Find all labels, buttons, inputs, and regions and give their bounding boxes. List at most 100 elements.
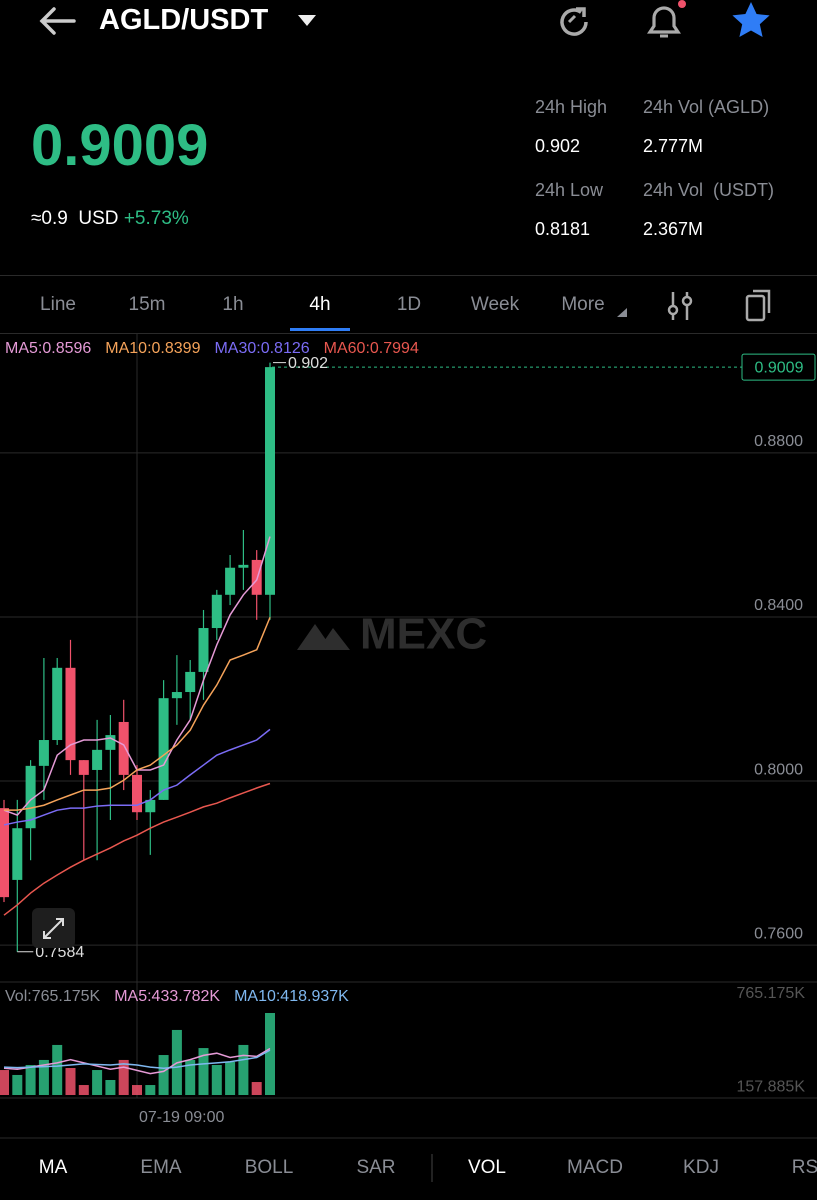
candle-body bbox=[132, 774, 142, 813]
volume-bar bbox=[12, 1074, 23, 1095]
interval-tab[interactable]: 1h bbox=[222, 294, 244, 315]
interval-tab[interactable]: 4h bbox=[309, 294, 331, 315]
candle-body bbox=[38, 740, 49, 766]
pair-dropdown[interactable] bbox=[296, 12, 318, 28]
volume-bar bbox=[38, 1059, 49, 1095]
candle-body bbox=[251, 559, 262, 595]
divider bbox=[0, 275, 817, 276]
candle-body bbox=[211, 594, 222, 629]
ma-legend-item: MA10:0.8399 bbox=[105, 340, 201, 357]
settings-icon[interactable] bbox=[666, 290, 694, 322]
volume-tick-label: 157.885K bbox=[736, 1078, 805, 1095]
dropdown-caret bbox=[617, 308, 627, 317]
last-price-label: 0.9009 bbox=[755, 359, 804, 376]
volume-bar bbox=[225, 1061, 236, 1095]
volume-bar bbox=[78, 1085, 89, 1095]
volume-bar bbox=[132, 1085, 142, 1095]
volume-bar bbox=[25, 1064, 36, 1095]
indicator-tab[interactable]: KDJ bbox=[683, 1157, 719, 1178]
y-tick-label: 0.8400 bbox=[754, 597, 803, 614]
ma-line bbox=[4, 617, 271, 811]
volume-bar bbox=[238, 1044, 249, 1095]
indicator-tab[interactable]: VOL bbox=[467, 1157, 507, 1178]
candle-body bbox=[25, 765, 36, 829]
candle-body bbox=[238, 564, 249, 568]
y-tick-label: 0.7600 bbox=[754, 925, 803, 942]
ma-line bbox=[3, 1049, 271, 1069]
volume-bar bbox=[118, 1059, 129, 1095]
layout-icon[interactable] bbox=[744, 288, 774, 322]
candle-body bbox=[158, 698, 169, 800]
max-label: 0.902 bbox=[288, 355, 328, 372]
ma-line bbox=[3, 782, 271, 916]
refresh-icon[interactable] bbox=[556, 4, 592, 40]
price-fiat: ≈0.9 USD +5.73% bbox=[31, 208, 189, 230]
volume-bar bbox=[265, 1013, 275, 1095]
volume-legend-item: MA10:418.937K bbox=[234, 988, 349, 1005]
indicator-tab[interactable]: MA bbox=[38, 1157, 68, 1178]
fullscreen-button[interactable] bbox=[32, 908, 75, 948]
candle-body bbox=[0, 808, 9, 898]
volume-bar bbox=[65, 1067, 76, 1095]
candle-body bbox=[171, 692, 182, 699]
interval-tab[interactable]: Line bbox=[40, 294, 76, 315]
indicator-tab[interactable]: SAR bbox=[356, 1157, 396, 1178]
interval-tabs: Line 15m 1h 4h 1D Week More bbox=[0, 276, 817, 333]
stat-value: 2.367M bbox=[643, 219, 704, 239]
volume-bar bbox=[158, 1055, 169, 1095]
stat-value: 0.8181 bbox=[535, 219, 591, 239]
favorite-icon[interactable] bbox=[730, 0, 772, 42]
volume-bar bbox=[92, 1070, 103, 1095]
active-tab-indicator bbox=[290, 328, 350, 331]
watermark-logo bbox=[297, 624, 350, 650]
candle-body bbox=[265, 367, 275, 595]
indicator-tab[interactable]: MACD bbox=[567, 1157, 623, 1178]
alert-icon[interactable] bbox=[642, 0, 688, 42]
indicator-tab[interactable]: RS bbox=[791, 1157, 817, 1178]
min-label: 0.7584 bbox=[35, 944, 84, 961]
candle-body bbox=[52, 667, 63, 741]
approx-price: ≈0.9 bbox=[31, 208, 68, 229]
stat-value: 0.902 bbox=[535, 136, 581, 156]
y-tick-label: 0.8800 bbox=[754, 433, 803, 450]
ma-legend-item: MA60:0.7994 bbox=[323, 340, 419, 357]
volume-bar bbox=[145, 1085, 156, 1095]
volume-legend-item: MA5:433.782K bbox=[114, 988, 221, 1005]
volume-legend-item: Vol:765.175K bbox=[5, 988, 101, 1005]
last-price: 0.9009 bbox=[31, 113, 209, 178]
watermark: MEXC bbox=[360, 610, 487, 659]
back-button[interactable] bbox=[36, 4, 78, 38]
interval-tab[interactable]: More bbox=[561, 294, 605, 315]
indicator-tab[interactable]: BOLL bbox=[244, 1157, 294, 1178]
volume-bar bbox=[52, 1044, 63, 1095]
stat-label: 24h Vol (USDT) bbox=[643, 180, 775, 200]
y-tick-label: 0.8000 bbox=[754, 761, 803, 778]
interval-tab[interactable]: 1D bbox=[396, 294, 422, 315]
candle-body bbox=[118, 721, 129, 775]
volume-bar bbox=[0, 1070, 9, 1095]
divider bbox=[0, 333, 817, 334]
ma-legend-item: MA5:0.8596 bbox=[5, 340, 92, 357]
candle-body bbox=[12, 828, 23, 880]
indicator-tab[interactable]: EMA bbox=[140, 1157, 182, 1178]
ma-legend-item: MA30:0.8126 bbox=[214, 340, 310, 357]
volume-bar bbox=[105, 1079, 116, 1095]
ma-line bbox=[3, 728, 271, 826]
pair-title[interactable]: AGLD/USDT bbox=[99, 4, 269, 36]
candle-body bbox=[145, 799, 156, 813]
candle-body bbox=[92, 749, 103, 770]
candle-body bbox=[105, 735, 116, 750]
stat-label: 24h Vol (AGLD) bbox=[643, 97, 770, 117]
candle-body bbox=[65, 667, 76, 761]
interval-tab[interactable]: 15m bbox=[128, 294, 166, 315]
volume-bar bbox=[251, 1082, 262, 1095]
candle-body bbox=[185, 671, 196, 693]
interval-tab[interactable]: Week bbox=[470, 294, 520, 315]
fullscreen-icon bbox=[43, 918, 64, 939]
currency: USD bbox=[78, 208, 119, 229]
ma-legend: MA5:0.8596 MA10:0.8399 MA30:0.8126 MA60:0.7… bbox=[5, 340, 433, 358]
stat-label: 24h Low bbox=[535, 180, 604, 200]
candle-body bbox=[198, 628, 209, 672]
